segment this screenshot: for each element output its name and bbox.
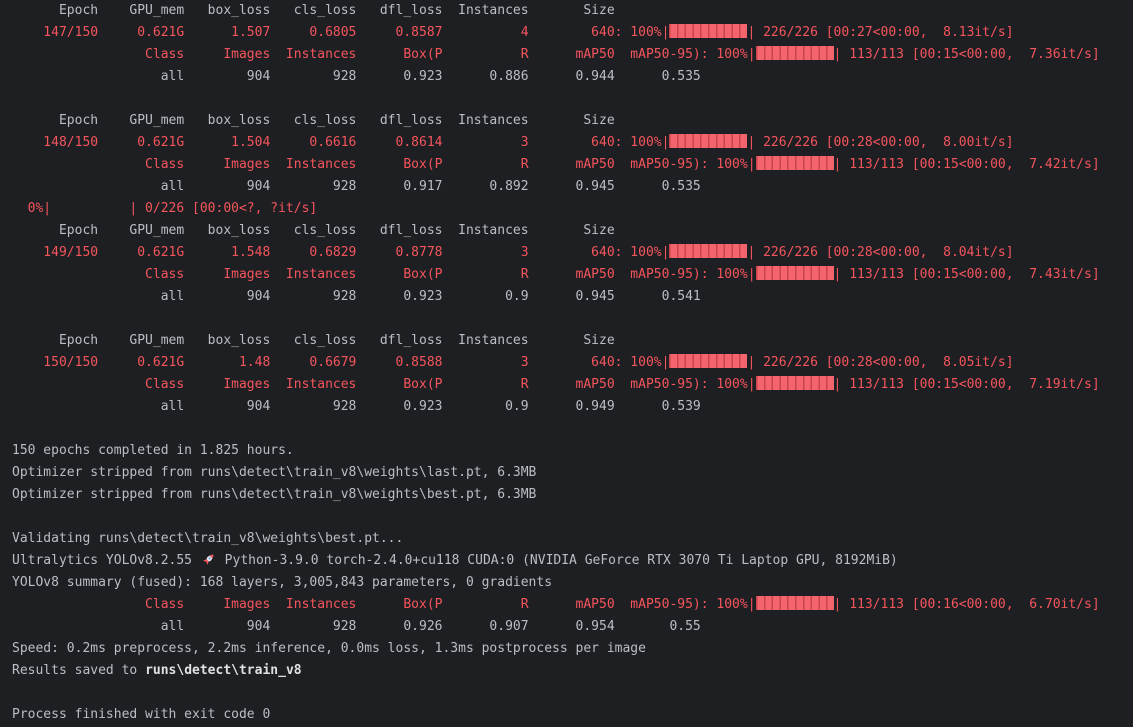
console-text: Class Images Instances Box(P R mAP50 mAP… [12, 157, 756, 172]
console-text: Class Images Instances Box(P R mAP50 mAP… [12, 47, 756, 62]
console-line [12, 418, 1133, 440]
progress-bar [755, 266, 834, 280]
console-text: Process finished with exit code 0 [12, 707, 271, 722]
console-line: Results saved to runs\detect\train_v8 [12, 660, 1133, 682]
console-text: Epoch GPU_mem box_loss cls_loss dfl_loss… [12, 223, 615, 238]
console-text: Results saved to [12, 663, 146, 678]
console-line [12, 88, 1133, 110]
console-text: | 113/113 [00:15<00:00, 7.42it/s] [833, 157, 1100, 172]
console-line: 149/150 0.621G 1.548 0.6829 0.8778 3 640… [12, 242, 1133, 264]
console-text: Optimizer stripped from runs\detect\trai… [12, 465, 537, 480]
console-text: 150/150 0.621G 1.48 0.6679 0.8588 3 640:… [12, 355, 670, 370]
console-line [12, 506, 1133, 528]
console-line: 147/150 0.621G 1.507 0.6805 0.8587 4 640… [12, 22, 1133, 44]
console-line: 150 epochs completed in 1.825 hours. [12, 440, 1133, 462]
console-text: Class Images Instances Box(P R mAP50 mAP… [12, 267, 756, 282]
console-line: Optimizer stripped from runs\detect\trai… [12, 484, 1133, 506]
console-line: YOLOv8 summary (fused): 168 layers, 3,00… [12, 572, 1133, 594]
console-line: 148/150 0.621G 1.504 0.6616 0.8614 3 640… [12, 132, 1133, 154]
console-line: all 904 928 0.923 0.886 0.944 0.535 [12, 66, 1133, 88]
console-text: 150 epochs completed in 1.825 hours. [12, 443, 294, 458]
console-line: Epoch GPU_mem box_loss cls_loss dfl_loss… [12, 0, 1133, 22]
progress-bar [755, 156, 834, 170]
console-line: Speed: 0.2ms preprocess, 2.2ms inference… [12, 638, 1133, 660]
console-line: Optimizer stripped from runs\detect\trai… [12, 462, 1133, 484]
progress-bar [755, 46, 834, 60]
console-text: Class Images Instances Box(P R mAP50 mAP… [12, 377, 756, 392]
console-text: Validating runs\detect\train_v8\weights\… [12, 531, 404, 546]
console-text: | 226/226 [00:28<00:00, 8.04it/s] [747, 245, 1014, 260]
console-line: all 904 928 0.917 0.892 0.945 0.535 [12, 176, 1133, 198]
console-line: Class Images Instances Box(P R mAP50 mAP… [12, 154, 1133, 176]
console-line: Ultralytics YOLOv8.2.55 Python-3.9.0 tor… [12, 550, 1133, 572]
console-text: Python-3.9.0 torch-2.4.0+cu118 CUDA:0 (N… [216, 553, 898, 568]
console-text: Optimizer stripped from runs\detect\trai… [12, 487, 537, 502]
console-line: all 904 928 0.926 0.907 0.954 0.55 [12, 616, 1133, 638]
progress-bar [755, 596, 834, 610]
console-line: Class Images Instances Box(P R mAP50 mAP… [12, 264, 1133, 286]
console-text: all 904 928 0.923 0.886 0.944 0.535 [12, 69, 701, 84]
console-line: Validating runs\detect\train_v8\weights\… [12, 528, 1133, 550]
rocket-icon [201, 552, 216, 567]
console-line: all 904 928 0.923 0.9 0.949 0.539 [12, 396, 1133, 418]
console-text: all 904 928 0.917 0.892 0.945 0.535 [12, 179, 701, 194]
console-text: 0%| | 0/226 [00:00<?, ?it/s] [12, 201, 318, 216]
console-line: Class Images Instances Box(P R mAP50 mAP… [12, 594, 1133, 616]
console-text: Class Images Instances Box(P R mAP50 mAP… [12, 597, 756, 612]
console-text: | 113/113 [00:15<00:00, 7.43it/s] [833, 267, 1100, 282]
console-text: Epoch GPU_mem box_loss cls_loss dfl_loss… [12, 113, 615, 128]
console-line: Epoch GPU_mem box_loss cls_loss dfl_loss… [12, 110, 1133, 132]
progress-bar [755, 376, 834, 390]
console-line: Process finished with exit code 0 [12, 704, 1133, 726]
console-text: 149/150 0.621G 1.548 0.6829 0.8778 3 640… [12, 245, 670, 260]
progress-bar [669, 24, 748, 38]
console-text: YOLOv8 summary (fused): 168 layers, 3,00… [12, 575, 553, 590]
console-text: | 226/226 [00:28<00:00, 8.00it/s] [747, 135, 1014, 150]
console-text: | 226/226 [00:27<00:00, 8.13it/s] [747, 25, 1014, 40]
progress-bar [669, 134, 748, 148]
progress-bar [669, 244, 748, 258]
console-text: Ultralytics YOLOv8.2.55 [12, 553, 200, 568]
console-text: Epoch GPU_mem box_loss cls_loss dfl_loss… [12, 3, 615, 18]
console-text: all 904 928 0.923 0.9 0.945 0.541 [12, 289, 701, 304]
console-text: all 904 928 0.923 0.9 0.949 0.539 [12, 399, 701, 414]
console-text: | 113/113 [00:16<00:00, 6.70it/s] [833, 597, 1100, 612]
console-text: 147/150 0.621G 1.507 0.6805 0.8587 4 640… [12, 25, 670, 40]
console-line: Epoch GPU_mem box_loss cls_loss dfl_loss… [12, 220, 1133, 242]
console-line: 150/150 0.621G 1.48 0.6679 0.8588 3 640:… [12, 352, 1133, 374]
console-line: Epoch GPU_mem box_loss cls_loss dfl_loss… [12, 330, 1133, 352]
console-text: Speed: 0.2ms preprocess, 2.2ms inference… [12, 641, 646, 656]
console-line: 0%| | 0/226 [00:00<?, ?it/s] [12, 198, 1133, 220]
console-text: | 113/113 [00:15<00:00, 7.36it/s] [833, 47, 1100, 62]
console-line: all 904 928 0.923 0.9 0.945 0.541 [12, 286, 1133, 308]
console-text: all 904 928 0.926 0.907 0.954 0.55 [12, 619, 701, 634]
console-line [12, 682, 1133, 704]
console-text: Epoch GPU_mem box_loss cls_loss dfl_loss… [12, 333, 615, 348]
console-line [12, 308, 1133, 330]
console-text: | 113/113 [00:15<00:00, 7.19it/s] [833, 377, 1100, 392]
console-line: Class Images Instances Box(P R mAP50 mAP… [12, 44, 1133, 66]
console-text: runs\detect\train_v8 [145, 663, 302, 678]
console-text: 148/150 0.621G 1.504 0.6616 0.8614 3 640… [12, 135, 670, 150]
console-text: | 226/226 [00:28<00:00, 8.05it/s] [747, 355, 1014, 370]
console-line: Class Images Instances Box(P R mAP50 mAP… [12, 374, 1133, 396]
progress-bar [669, 354, 748, 368]
